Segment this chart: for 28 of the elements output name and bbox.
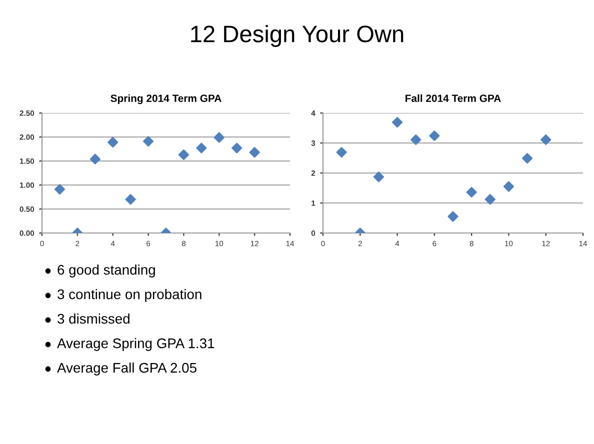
point [466,186,477,198]
point [429,130,440,142]
text: 3 dismissed [58,314,130,324]
point [503,181,514,192]
text: Average Spring GPA 1.31 [57,338,214,351]
point [90,154,100,164]
point [410,134,422,145]
point [142,136,154,147]
point [232,142,242,154]
chart-title: Fall 2014 Term GPA [406,94,501,102]
point [522,153,533,164]
point [373,172,384,182]
point [392,117,403,128]
point [54,184,66,195]
point [178,149,190,160]
chart-title: Spring 2014 Term GPA [110,94,222,104]
text: Average Fall GPA 2.05 [57,362,196,376]
point [540,134,552,145]
point [196,142,207,154]
text: 3 continue on probation [58,289,202,302]
point [214,132,224,143]
text: 12 Design Your Own [191,24,404,48]
point [336,147,347,158]
point [484,194,496,205]
point [108,136,118,148]
point [448,211,458,222]
point [249,147,260,158]
text: 6 good standing [58,264,155,278]
